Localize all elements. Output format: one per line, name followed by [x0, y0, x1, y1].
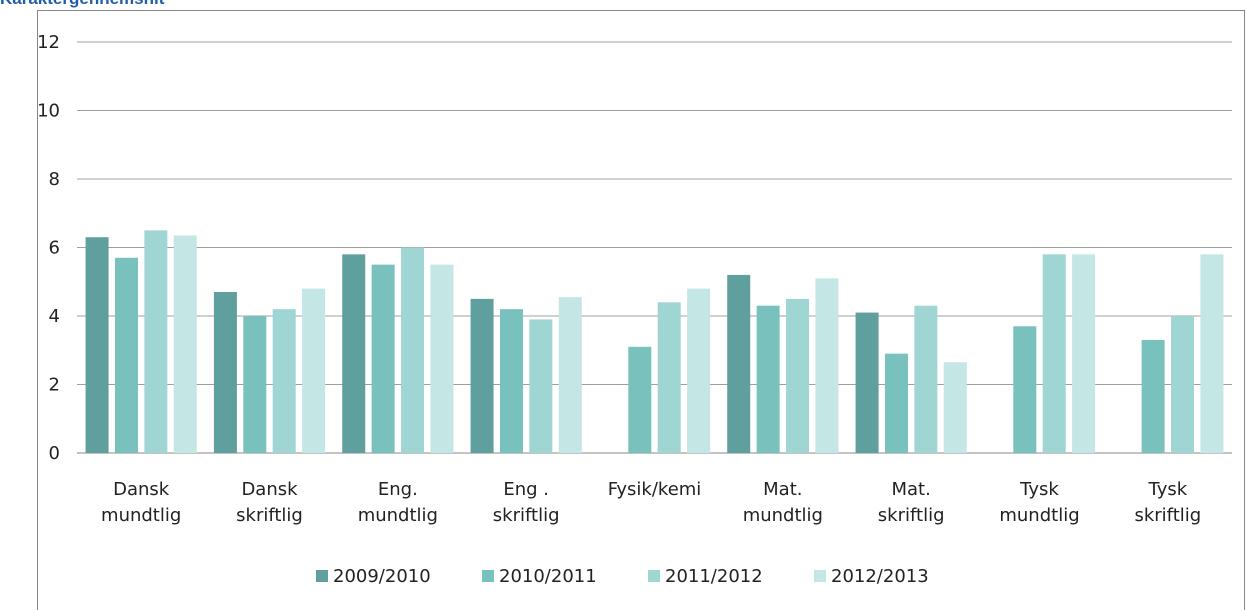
bar: [342, 254, 366, 453]
bar: [272, 309, 296, 453]
bar: [529, 319, 553, 453]
bar: [371, 264, 395, 453]
legend-label: 2012/2013: [831, 566, 929, 587]
y-tick-label: 2: [49, 375, 60, 396]
bar: [628, 346, 652, 453]
y-tick-label: 0: [49, 443, 60, 464]
chart-frame: [37, 10, 1245, 610]
bar: [470, 298, 494, 453]
legend-label: 2009/2010: [333, 566, 431, 587]
legend-swatch: [814, 570, 826, 582]
x-tick-label: Dansk skriftlig: [236, 479, 303, 526]
x-tick-label: Fysik/kemi: [608, 479, 702, 500]
legend-swatch: [316, 570, 328, 582]
y-tick-label: 12: [37, 32, 60, 53]
x-tick-label: Dansk mundtlig: [101, 479, 181, 526]
bar: [1072, 254, 1096, 453]
x-tick-label: Mat. mundtlig: [743, 479, 823, 526]
y-tick-label: 8: [49, 169, 60, 190]
bar: [558, 297, 582, 453]
bar: [1042, 254, 1066, 453]
bar: [914, 305, 938, 453]
bar: [430, 264, 454, 453]
bar: [855, 312, 879, 453]
bar: [943, 362, 967, 453]
y-tick-label: 4: [49, 306, 60, 327]
x-tick-label: Tysk skriftlig: [1134, 479, 1201, 526]
bar: [1200, 254, 1224, 453]
bar: [401, 247, 425, 453]
legend-swatch: [482, 570, 494, 582]
bar: [144, 230, 168, 453]
bar: [756, 305, 780, 453]
bar: [85, 237, 109, 453]
y-tick-label: 10: [37, 101, 60, 122]
x-tick-label: Eng . skriftlig: [493, 479, 560, 526]
x-tick-label: Mat. skriftlig: [878, 479, 945, 526]
x-tick-label: Tysk mundtlig: [999, 479, 1079, 526]
bar: [687, 288, 711, 453]
bar: [786, 298, 810, 453]
bar: [884, 353, 908, 453]
bar: [727, 274, 751, 453]
bar: [657, 302, 681, 453]
bar: [114, 257, 138, 453]
legend-label: 2011/2012: [665, 566, 763, 587]
legend-swatch: [648, 570, 660, 582]
bar: [499, 309, 523, 453]
bar: [243, 316, 267, 453]
bar: [213, 292, 237, 453]
legend-label: 2010/2011: [499, 566, 597, 587]
bar: [1013, 326, 1037, 453]
bar: [302, 288, 326, 453]
y-tick-label: 6: [49, 238, 60, 259]
x-tick-label: Eng. mundtlig: [358, 479, 438, 526]
bar: [1171, 316, 1195, 453]
bar: [1141, 339, 1165, 453]
bar: [815, 278, 839, 453]
bar: [173, 235, 197, 453]
chart-title: Karaktergennemsnit: [0, 0, 165, 8]
